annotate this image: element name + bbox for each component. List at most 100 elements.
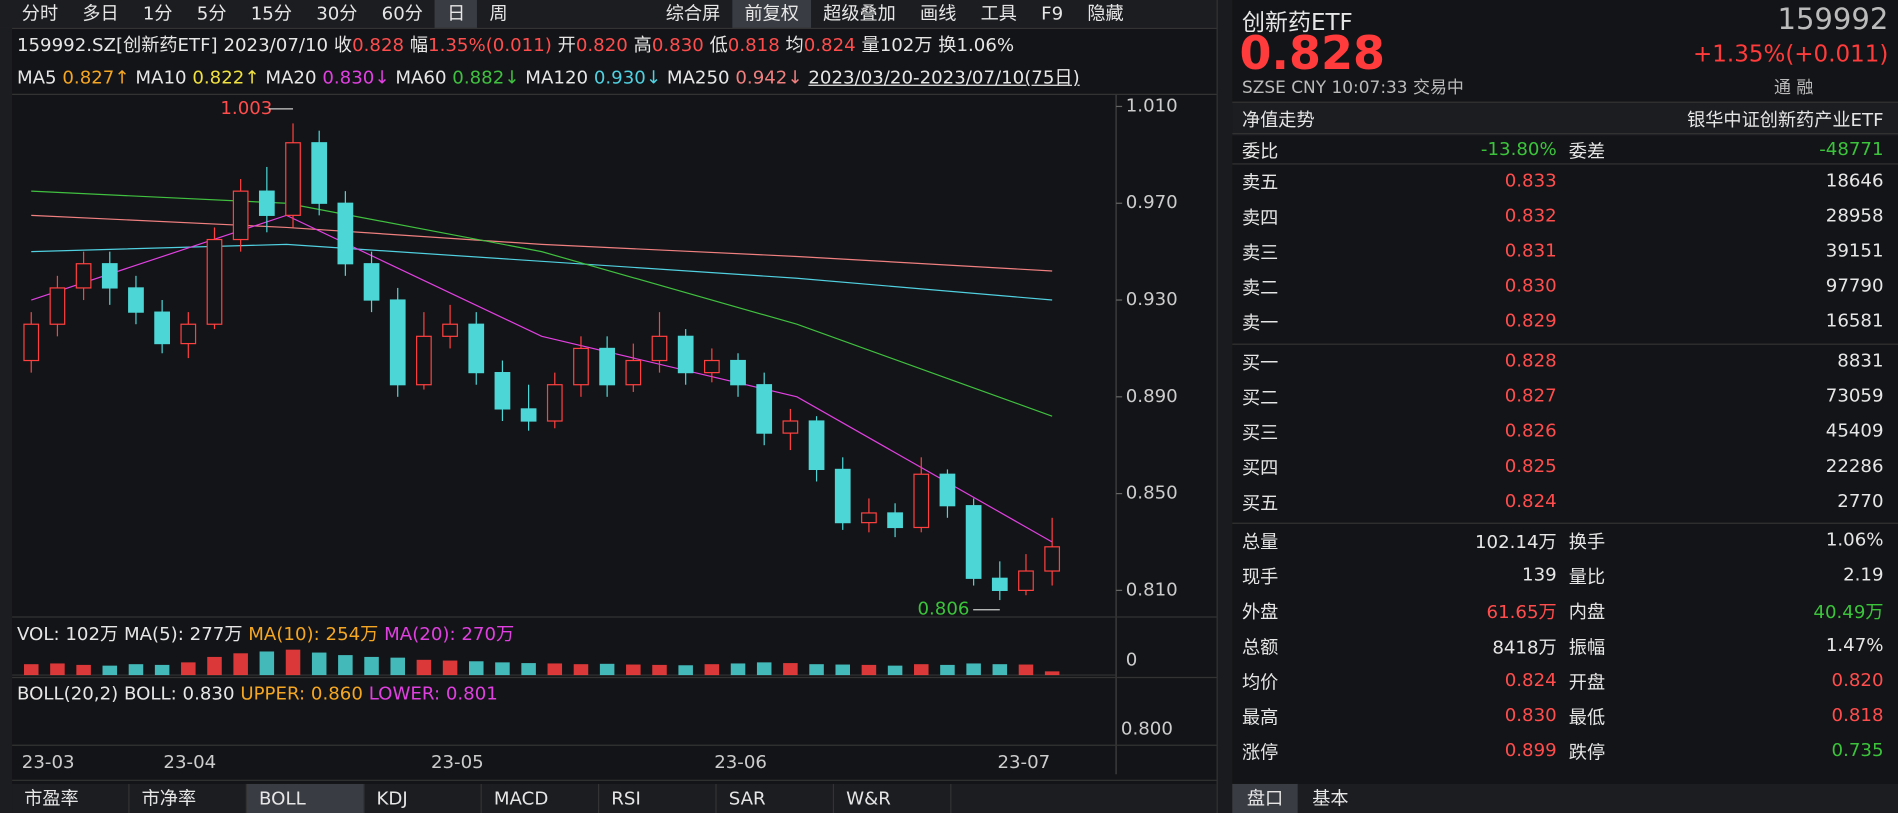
- meta-time: 10:07:33: [1331, 78, 1408, 98]
- period-tab[interactable]: 30分: [316, 2, 358, 25]
- book-price: 0.830: [1504, 274, 1557, 297]
- tool-tab[interactable]: 超级叠加: [823, 2, 896, 25]
- stat-value: 2.19: [1843, 563, 1884, 586]
- candle-body: [651, 335, 668, 362]
- book-volume: 22286: [1825, 454, 1884, 477]
- book-price: 0.826: [1504, 419, 1557, 442]
- stat-label: 现手: [1241, 566, 1279, 588]
- ma-value: 0.822↑: [192, 66, 260, 89]
- candle-body: [520, 408, 537, 422]
- period-tab[interactable]: 5分: [196, 2, 227, 25]
- quote-tab[interactable]: 盘口: [1232, 783, 1298, 813]
- ma-value: 0.882↓: [452, 66, 520, 89]
- info-value: 0.828: [352, 33, 405, 56]
- bottom-tab[interactable]: 市净率: [130, 783, 247, 813]
- y-tick-label: 0.850: [1126, 483, 1178, 504]
- book-volume: 2770: [1837, 489, 1884, 512]
- nav-label[interactable]: 净值走势: [1241, 108, 1315, 131]
- date-label: 23-04: [163, 751, 217, 774]
- book-price: 0.833: [1504, 169, 1557, 192]
- candle-body: [206, 238, 223, 325]
- stat-value: 8418万: [1492, 636, 1557, 659]
- volume-bar: [495, 662, 510, 676]
- period-tab[interactable]: 1分: [142, 2, 173, 25]
- boll-legend-item: UPPER: 0.860: [240, 682, 363, 705]
- bottom-tab[interactable]: BOLL: [246, 783, 365, 813]
- candle-body: [599, 347, 616, 386]
- low-label: 0.806: [917, 599, 969, 620]
- volume-bar: [1018, 664, 1034, 676]
- period-tab[interactable]: 15分: [250, 2, 292, 25]
- book-volume: 39151: [1825, 239, 1884, 262]
- volume-bar: [547, 663, 563, 676]
- volume-bar: [259, 651, 275, 676]
- stat-value: 1.47%: [1825, 633, 1884, 656]
- weibi-value: -13.80%: [1480, 137, 1557, 160]
- bottom-tab[interactable]: MACD: [482, 783, 600, 813]
- candle-body: [337, 202, 354, 265]
- boll-legend-item: BOLL: 0.830: [124, 682, 235, 705]
- tool-tab[interactable]: F9: [1041, 2, 1064, 25]
- book-price: 0.827: [1504, 384, 1557, 407]
- last-price: 0.828: [1239, 26, 1386, 80]
- period-tab[interactable]: 多日: [82, 2, 119, 25]
- candle-body: [468, 323, 485, 374]
- volume-bar: [730, 663, 746, 676]
- tool-tab[interactable]: 前复权: [732, 0, 812, 28]
- quote-meta: SZSE CNY 10:07:33 交易中: [1242, 75, 1464, 99]
- stat-label: 量比: [1568, 566, 1606, 588]
- tool-tab[interactable]: 工具: [980, 2, 1017, 25]
- candle-body: [703, 359, 720, 374]
- stat-label: 开盘: [1568, 671, 1606, 694]
- volume-legend: VOL: 102万 MA(5): 277万 MA(10): 254万 MA(20…: [17, 621, 514, 646]
- ma-range[interactable]: 2023/03/20-2023/07/10(75日): [808, 66, 1080, 89]
- ma-value: 0.930↓: [593, 66, 662, 89]
- ma-name: MA60: [395, 66, 447, 89]
- candle-body: [75, 263, 92, 289]
- bottom-tab[interactable]: SAR: [717, 783, 835, 813]
- quote-tab[interactable]: 基本: [1312, 787, 1349, 810]
- tool-tab[interactable]: 画线: [920, 2, 957, 25]
- y-tick-label: 0.810: [1126, 579, 1178, 600]
- period-tab[interactable]: 周: [489, 2, 508, 25]
- volume-legend-item: VOL: 102万: [16, 623, 119, 645]
- info-label: 高: [633, 33, 652, 56]
- toolbar: 分时 多日 1分 5分 15分 30分 60分日周 综合屏 前复权 超级叠加 画线 工具 F9 隐藏: [0, 0, 1217, 30]
- candle-body: [285, 142, 301, 216]
- candle-body: [494, 372, 511, 410]
- candle-body: [861, 512, 877, 524]
- info-label: 收: [333, 33, 353, 56]
- stat-label: 换手: [1568, 531, 1606, 553]
- bottom-tab[interactable]: RSI: [599, 783, 717, 813]
- bottom-tab[interactable]: 市盈率: [12, 783, 130, 813]
- volume-legend-item: MA(5): 277万: [123, 623, 243, 645]
- volume-tick-label: 0: [1126, 650, 1138, 671]
- bottom-tab[interactable]: KDJ: [364, 783, 482, 813]
- volume-bar: [678, 665, 693, 676]
- volume-bar: [233, 653, 248, 676]
- boll-legend: BOLL(20,2) BOLL: 0.830 UPPER: 0.860 LOWE…: [17, 682, 498, 704]
- book-volume: 8831: [1837, 349, 1884, 372]
- date: 2023/07/10: [223, 33, 329, 56]
- price-change: +1.35%(+0.011): [1692, 41, 1889, 68]
- date-label: 23-03: [21, 751, 75, 774]
- kline-chart: 1.010 0.970 0.930 0.890 0.850 0.810 1.003 0.806…: [12, 93, 1217, 781]
- candle-body: [232, 190, 249, 241]
- candle-body: [913, 473, 930, 529]
- book-price: 0.831: [1504, 239, 1557, 262]
- period-tab[interactable]: 日: [435, 0, 478, 28]
- tool-tab[interactable]: 综合屏: [665, 2, 721, 25]
- info-value: 1.06%: [956, 33, 1015, 56]
- candle-body: [782, 420, 799, 434]
- volume-legend-item: MA(20): 270万: [384, 623, 515, 645]
- bottom-tab[interactable]: W&R: [834, 783, 952, 813]
- tool-tab[interactable]: 隐藏: [1087, 2, 1124, 25]
- tool-tabs: 综合屏 前复权 超级叠加 画线 工具 F9 隐藏: [654, 0, 1136, 28]
- volume-bar: [76, 664, 91, 676]
- info-label: 量: [861, 33, 880, 56]
- volume-bar: [521, 663, 536, 676]
- period-tab[interactable]: 60分: [381, 2, 423, 25]
- stat-label: 最高: [1241, 706, 1279, 729]
- period-tab[interactable]: 分时: [21, 2, 59, 25]
